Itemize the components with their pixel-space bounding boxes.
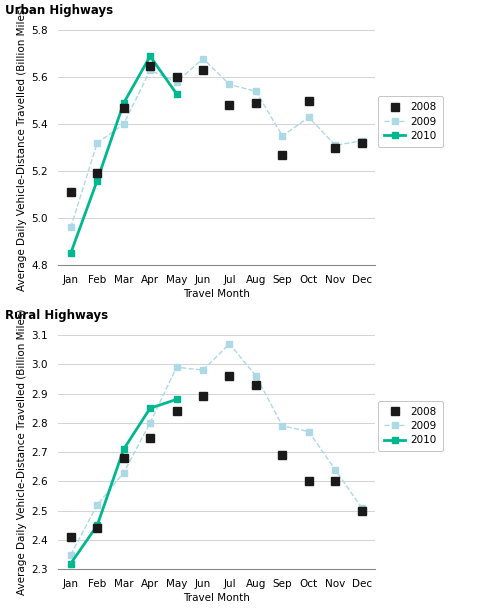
- Text: Rural Highways: Rural Highways: [5, 309, 108, 322]
- X-axis label: Travel Month: Travel Month: [183, 593, 250, 604]
- Y-axis label: Average Daily Vehicle-Distance Travelled (Billion Miles): Average Daily Vehicle-Distance Travelled…: [17, 4, 27, 291]
- Legend: 2008, 2009, 2010: 2008, 2009, 2010: [378, 96, 443, 147]
- Legend: 2008, 2009, 2010: 2008, 2009, 2010: [378, 401, 443, 451]
- Text: Urban Highways: Urban Highways: [5, 4, 113, 17]
- X-axis label: Travel Month: Travel Month: [183, 289, 250, 299]
- Y-axis label: Average Daily Vehicle-Distance Travelled (Billion Miles): Average Daily Vehicle-Distance Travelled…: [17, 309, 27, 596]
